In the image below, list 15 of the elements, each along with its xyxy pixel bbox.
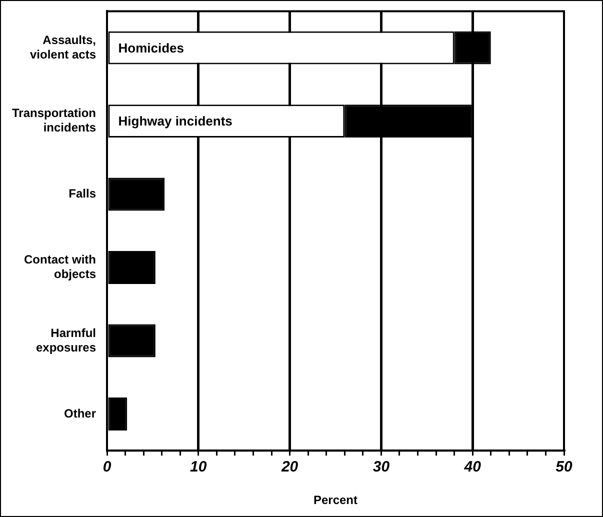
- x-tick-label: 20: [280, 458, 299, 476]
- y-tick-label: Falls: [68, 186, 96, 201]
- y-tick-label: Harmful exposures: [36, 326, 96, 354]
- y-tick-label: Other: [64, 406, 96, 420]
- data-label: Homicides: [118, 40, 184, 56]
- x-tick-label: 10: [190, 458, 208, 476]
- data-label: Highway incidents: [118, 114, 232, 129]
- y-tick-label: Assaults, violent acts: [30, 32, 96, 62]
- y-tick-label: Transportation incidents: [12, 106, 96, 135]
- x-tick-label: 30: [372, 458, 390, 476]
- x-tick-label: 0: [102, 458, 112, 476]
- x-tick-label: 40: [463, 458, 482, 476]
- x-tick-label: 50: [556, 458, 573, 476]
- y-tick-label: Contact with objects: [24, 252, 96, 282]
- x-axis-title: Percent: [313, 493, 358, 508]
